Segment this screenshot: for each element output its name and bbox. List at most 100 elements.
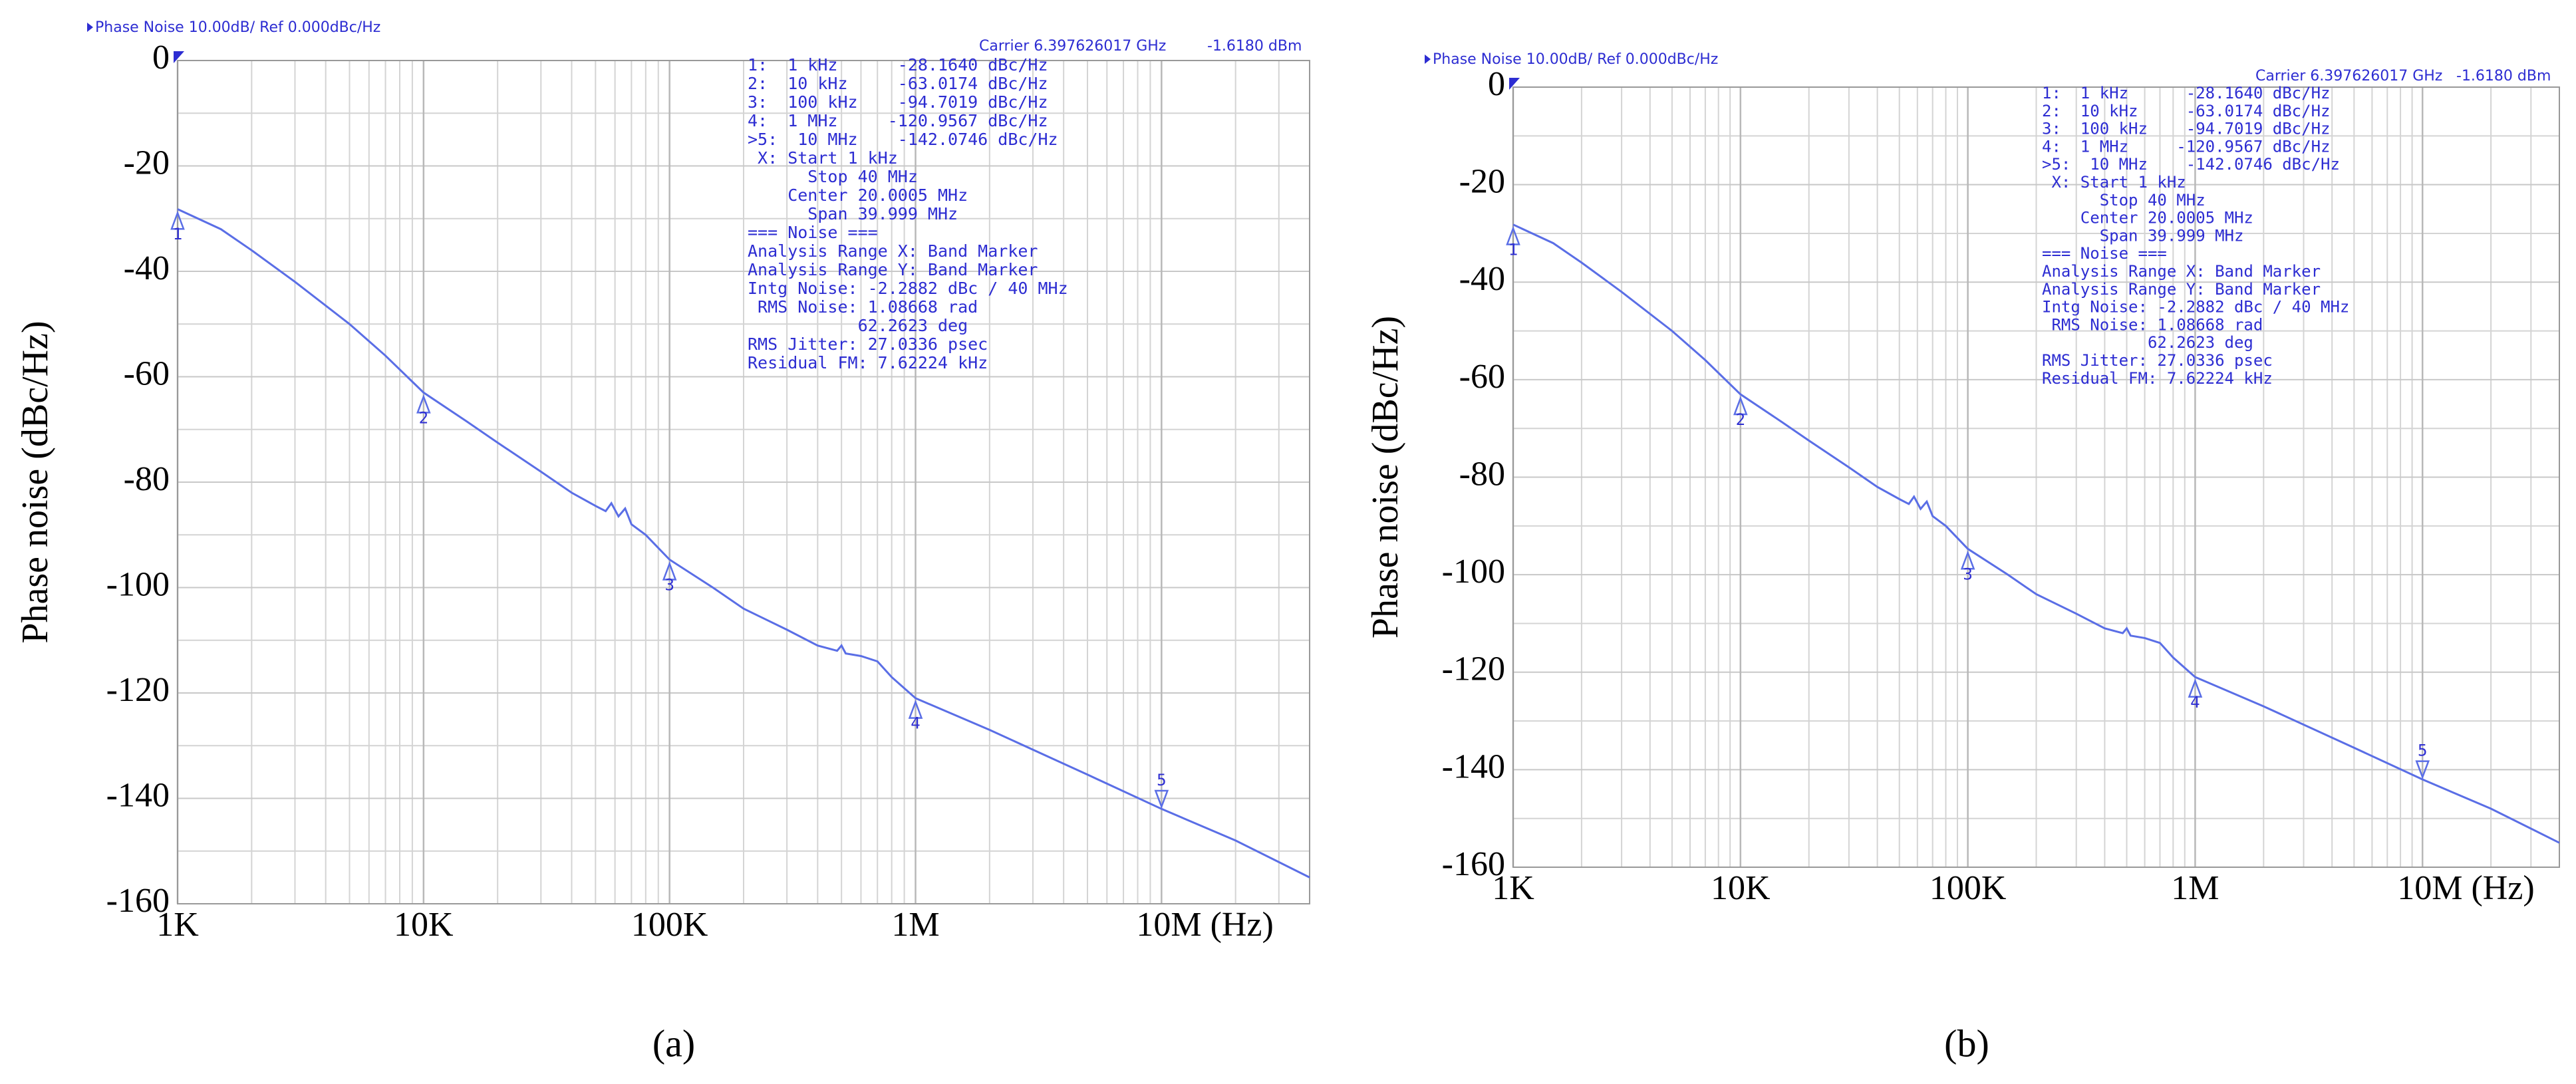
info-line: X: Start 1 kHz [2042, 173, 2186, 192]
marker [416, 394, 431, 414]
marker [170, 210, 185, 230]
info-line: Analysis Range X: Band Marker [748, 241, 1038, 261]
info-line: Residual FM: 7.62224 kHz [2042, 369, 2273, 388]
x-tick-label: 10M (Hz) [2397, 869, 2535, 907]
info-line: 4: 1 MHz -120.9567 dBc/Hz [748, 111, 1048, 130]
marker [1154, 789, 1169, 809]
y-tick-label: -20 [124, 144, 170, 182]
info-line: Residual FM: 7.62224 kHz [748, 353, 988, 372]
info-line: RMS Noise: 1.08668 rad [748, 297, 978, 317]
y-tick-label: -40 [1459, 260, 1505, 298]
header-arrow [87, 23, 93, 32]
x-tick-label: 100K [1930, 869, 2007, 907]
y-tick-label: -140 [1442, 747, 1505, 785]
info-line: RMS Jitter: 27.0336 psec [2042, 351, 2273, 370]
marker [908, 700, 923, 719]
x-tick-label: 1M [2171, 869, 2219, 907]
info-line: Analysis Range Y: Band Marker [2042, 280, 2321, 299]
info-line: 1: 1 kHz -28.1640 dBc/Hz [2042, 84, 2330, 102]
info-line: Stop 40 MHz [748, 167, 918, 186]
ref-marker [1509, 78, 1520, 90]
x-tick-label: 10K [394, 906, 454, 944]
y-tick-label: -80 [124, 460, 170, 498]
x-tick-label: 100K [631, 906, 708, 944]
plot-frame [177, 60, 1310, 904]
marker-label: 4 [2190, 693, 2200, 712]
marker-label: 5 [2418, 742, 2427, 760]
header-arrow [1425, 55, 1431, 64]
marker-label: 3 [1963, 565, 1972, 583]
y-tick-label: -100 [1442, 553, 1505, 591]
marker [1506, 225, 1520, 245]
info-line: 3: 100 kHz -94.7019 dBc/Hz [748, 92, 1048, 112]
y-tick-label: -100 [106, 565, 170, 603]
info-line: Center 20.0005 MHz [2042, 209, 2253, 227]
info-line: >5: 10 MHz -142.0746 dBc/Hz [2042, 155, 2340, 174]
y-tick-label: 0 [1488, 65, 1505, 103]
info-line: RMS Jitter: 27.0336 psec [748, 335, 988, 354]
y-tick-label: -120 [106, 671, 170, 709]
power-text: -1.6180 dBm [2456, 68, 2551, 84]
x-tick-label: 1M [891, 906, 939, 944]
plot-frame [1512, 86, 2560, 868]
trace-line [177, 208, 1310, 879]
info-line: Span 39.999 MHz [748, 204, 958, 223]
marker [2415, 760, 2430, 780]
info-line: === Noise === [748, 223, 878, 242]
y-tick-label: -160 [106, 882, 170, 920]
y-axis-label: Phase noise (dBc/Hz) [1365, 316, 1406, 638]
info-line: Stop 40 MHz [2042, 191, 2206, 209]
info-line: X: Start 1 kHz [748, 148, 898, 168]
info-line: Intg Noise: -2.2882 dBc / 40 MHz [748, 279, 1068, 298]
info-line: RMS Noise: 1.08668 rad [2042, 315, 2263, 334]
y-tick-label: -60 [124, 354, 170, 392]
marker-label: 2 [419, 408, 428, 427]
caption: (b) [1944, 1021, 1989, 1065]
marker-label: 3 [664, 576, 674, 595]
y-tick-label: -160 [1442, 845, 1505, 883]
info-line: 62.2623 deg [2042, 333, 2253, 352]
y-tick-label: -120 [1442, 650, 1505, 688]
info-line: === Noise === [2042, 244, 2167, 263]
marker [2188, 678, 2203, 698]
info-line: Span 39.999 MHz [2042, 226, 2243, 245]
y-axis-label: Phase noise (dBc/Hz) [15, 321, 56, 643]
info-line: 2: 10 kHz -63.0174 dBc/Hz [2042, 102, 2330, 120]
trace-line [1512, 223, 2560, 844]
info-line: Analysis Range Y: Band Marker [748, 260, 1038, 279]
info-line: >5: 10 MHz -142.0746 dBc/Hz [748, 130, 1058, 149]
x-tick-label: 1K [156, 906, 199, 944]
power-text: -1.6180 dBm [1207, 38, 1302, 55]
y-tick-label: -140 [106, 776, 170, 814]
marker [1960, 550, 1975, 570]
info-line: 2: 10 kHz -63.0174 dBc/Hz [748, 74, 1048, 93]
x-tick-label: 10K [1711, 869, 1771, 907]
marker-label: 1 [1508, 240, 1518, 259]
header-title: Phase Noise 10.00dB/ Ref 0.000dBc/Hz [95, 19, 380, 36]
marker-label: 2 [1736, 410, 1745, 429]
ref-marker [174, 51, 184, 63]
info-line: Center 20.0005 MHz [748, 186, 968, 205]
info-line: 62.2623 deg [748, 316, 968, 335]
marker-label: 1 [173, 225, 182, 243]
info-line: 3: 100 kHz -94.7019 dBc/Hz [2042, 120, 2330, 138]
marker [1733, 396, 1748, 416]
y-tick-label: -80 [1459, 455, 1505, 493]
header-title: Phase Noise 10.00dB/ Ref 0.000dBc/Hz [1433, 51, 1718, 68]
x-tick-label: 10M (Hz) [1136, 906, 1274, 944]
info-line: Analysis Range X: Band Marker [2042, 262, 2321, 281]
x-tick-label: 1K [1492, 869, 1534, 907]
y-tick-label: -40 [124, 249, 170, 287]
y-tick-label: -60 [1459, 358, 1505, 396]
info-line: Intg Noise: -2.2882 dBc / 40 MHz [2042, 298, 2349, 317]
caption: (a) [652, 1021, 695, 1065]
marker-label: 5 [1157, 771, 1166, 789]
info-line: 1: 1 kHz -28.1640 dBc/Hz [748, 55, 1048, 74]
info-line: 4: 1 MHz -120.9567 dBc/Hz [2042, 137, 2330, 156]
marker [662, 561, 677, 581]
y-tick-label: 0 [152, 39, 170, 76]
carrier-text: Carrier 6.397626017 GHz [2255, 68, 2442, 84]
